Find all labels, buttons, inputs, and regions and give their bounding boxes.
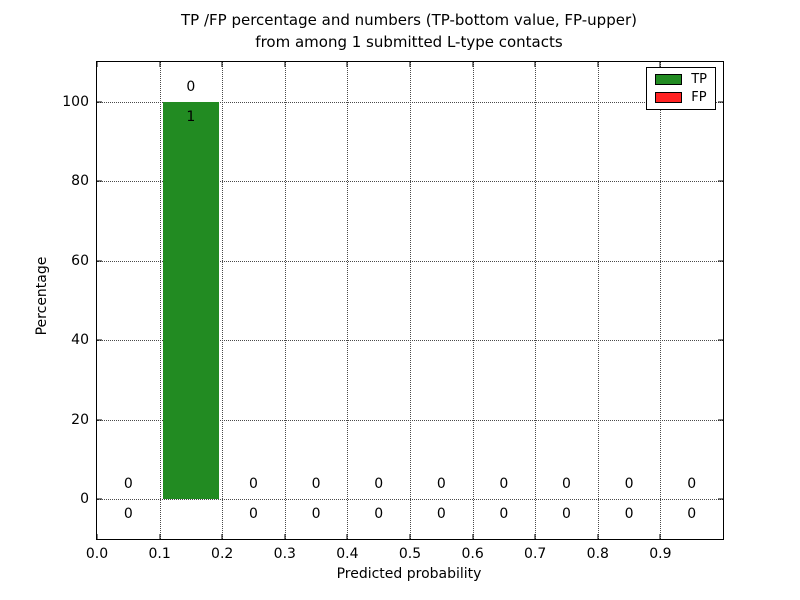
tp-bar	[163, 101, 219, 500]
x-gridline	[660, 62, 662, 539]
x-tick-mark-top	[96, 62, 98, 67]
y-tick-mark	[97, 101, 102, 103]
y-tick-label: 40	[71, 332, 89, 349]
legend-entry-fp: FP	[655, 91, 707, 104]
tp-count-label: 0	[562, 506, 571, 523]
x-tick-mark-top	[659, 62, 661, 67]
legend-label-tp: TP	[691, 72, 707, 87]
y-gridline	[97, 340, 723, 342]
x-tick-mark-top	[534, 62, 536, 67]
x-tick-mark	[472, 534, 474, 539]
tp-count-label: 0	[374, 506, 384, 523]
chart-title-line2: from among 1 submitted L-type contacts	[255, 33, 563, 51]
fp-count-label: 0	[624, 476, 634, 493]
legend: TP FP	[646, 67, 716, 110]
y-gridline	[97, 419, 723, 421]
legend-entry-tp: TP	[655, 73, 707, 86]
fp-count-label: 0	[123, 476, 133, 493]
plot-area: 0.0 0.1 0.2 0.3 0.4 0.5 0.6 0.7 0.8 0.9 0 20 40 60 80 1…	[62, 61, 724, 562]
x-tick-label: 0.8	[586, 546, 609, 562]
x-tick-mark	[534, 534, 536, 539]
tp-count-label: 0	[624, 506, 634, 523]
tp-count-label: 0	[311, 506, 321, 523]
tp-count-label: 0	[249, 506, 258, 523]
y-tick-mark	[97, 498, 102, 500]
x-gridline	[347, 62, 349, 539]
x-tick-mark	[659, 534, 661, 539]
y-tick-label: 20	[71, 411, 89, 428]
x-tick-mark	[159, 534, 161, 539]
fp-count-label: 0	[436, 476, 446, 493]
x-tick-mark	[597, 534, 599, 539]
y-tick-mark-right	[718, 260, 723, 262]
x-tick-mark-top	[409, 62, 411, 67]
fp-count-label: 0	[562, 476, 571, 493]
x-gridline	[535, 62, 537, 539]
y-gridline	[97, 101, 723, 103]
y-tick-mark-right	[718, 419, 723, 421]
x-tick-mark-top	[159, 62, 161, 67]
x-tick-label: 0.3	[273, 546, 296, 562]
y-tick-mark	[97, 339, 102, 341]
y-tick-mark	[97, 260, 102, 262]
y-tick-mark	[97, 419, 102, 421]
x-tick-label: 0.9	[649, 546, 672, 562]
x-gridline	[472, 62, 474, 539]
tp-count-label: 0	[123, 506, 133, 523]
x-tick-mark-top	[346, 62, 348, 67]
x-gridline	[597, 62, 599, 539]
x-tick-mark	[284, 534, 286, 539]
x-tick-mark-top	[597, 62, 599, 67]
x-tick-label: 0.7	[524, 546, 547, 562]
x-tick-label: 0.5	[398, 546, 422, 562]
y-axis-label: Percentage	[34, 256, 50, 336]
fp-count-label: 0	[374, 476, 384, 493]
tp-legend-swatch-icon	[655, 74, 683, 85]
y-gridline	[97, 499, 723, 501]
chart-title-line1: TP /FP percentage and numbers (TP-bottom…	[181, 11, 637, 29]
x-tick-mark-top	[221, 62, 223, 67]
x-tick-mark-top	[284, 62, 286, 67]
x-gridline	[159, 62, 161, 539]
y-tick-label: 80	[71, 173, 89, 190]
legend-label-fp: FP	[691, 90, 707, 105]
fp-count-label: 0	[186, 78, 196, 95]
x-tick-label: 0.1	[148, 546, 171, 562]
x-tick-mark	[96, 534, 98, 539]
x-tick-label: 0.2	[211, 546, 234, 562]
x-gridline	[410, 62, 411, 539]
y-gridline	[97, 181, 723, 183]
x-tick-label: 0.6	[461, 546, 484, 562]
x-tick-mark	[221, 534, 223, 539]
x-gridline	[222, 62, 224, 539]
tp-count-label: 0	[499, 506, 509, 523]
y-tick-mark	[97, 180, 102, 182]
fp-legend-swatch-icon	[655, 92, 683, 103]
y-tick-label: 60	[71, 252, 89, 269]
tp-count-label: 0	[436, 506, 446, 523]
y-tick-mark-right	[718, 498, 723, 500]
x-axis-label: Predicted probability	[336, 566, 482, 582]
y-tick-mark-right	[718, 101, 723, 103]
x-tick-mark-top	[472, 62, 474, 67]
tp-count-label: 1	[186, 108, 196, 125]
y-tick-label: 100	[62, 93, 89, 110]
fp-count-label: 0	[687, 476, 697, 493]
y-tick-mark-right	[718, 339, 723, 341]
x-tick-label: 0.0	[85, 546, 109, 562]
y-tick-mark-right	[718, 180, 723, 182]
x-tick-mark	[346, 534, 348, 539]
fp-count-label: 0	[249, 476, 258, 493]
fp-count-label: 0	[311, 476, 321, 493]
fp-count-label: 0	[499, 476, 509, 493]
x-tick-label: 0.4	[336, 546, 359, 562]
y-gridline	[97, 260, 723, 262]
x-tick-mark	[409, 534, 411, 539]
tp-count-label: 0	[687, 506, 697, 523]
x-gridline	[284, 62, 286, 539]
chart-title: TP /FP percentage and numbers (TP-bottom…	[96, 9, 722, 53]
y-tick-label: 0	[80, 491, 89, 508]
